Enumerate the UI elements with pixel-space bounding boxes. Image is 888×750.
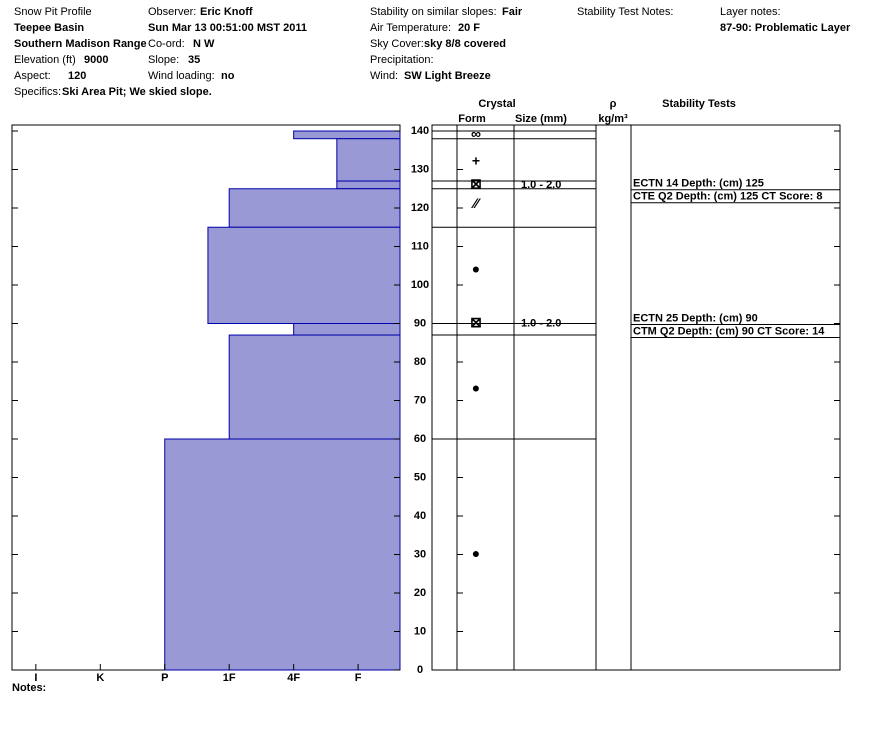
stability-test: ECTN 14 Depth: (cm) 125 (633, 178, 764, 190)
hardness-bar (228, 188, 401, 228)
field-label: Layer notes: (720, 6, 781, 18)
table-frame (431, 124, 841, 671)
depth-label: 30 (414, 548, 426, 560)
grain-form: ∞ (471, 126, 481, 142)
depth-label: 100 (411, 279, 429, 291)
hardness-label: 4F (287, 672, 300, 684)
field-label: Air Temperature: (370, 22, 451, 34)
field-value: sky 8/8 covered (424, 38, 506, 50)
field-value: N W (193, 38, 215, 50)
column-header: kg/m³ (598, 113, 628, 125)
column-header: Stability Tests (662, 98, 736, 110)
depth-label: 60 (414, 433, 426, 445)
field-label: Precipitation: (370, 54, 434, 66)
column-header: ρ (610, 98, 617, 110)
hardness-bar (336, 180, 401, 190)
depth-label: 120 (411, 202, 429, 214)
hardness-bar (336, 138, 401, 182)
column-header: Crystal (478, 98, 515, 110)
notes-label: Notes: (12, 682, 46, 694)
field-label: Wind loading: (148, 70, 215, 82)
grain-form: ● (472, 380, 480, 396)
depth-label: 40 (414, 510, 426, 522)
depth-label: 0 (417, 664, 423, 676)
field-label: Co-ord: (148, 38, 185, 50)
column-header: Size (mm) (515, 113, 567, 125)
hardness-label: F (355, 672, 362, 684)
depth-label: 10 (414, 625, 426, 637)
depth-label: 70 (414, 394, 426, 406)
depth-label: 140 (411, 125, 429, 137)
field-value: 9000 (84, 54, 108, 66)
field-value: Eric Knoff (200, 6, 253, 18)
field-label: Elevation (ft) (14, 54, 76, 66)
grain-size: 1.0 - 2.0 (521, 179, 561, 191)
hardness-label: K (96, 672, 104, 684)
field-label: Aspect: (14, 70, 51, 82)
depth-label: 130 (411, 163, 429, 175)
stability-test: CTE Q2 Depth: (cm) 125 CT Score: 8 (633, 191, 823, 203)
grain-form: + (472, 153, 480, 169)
field-label: Observer: (148, 6, 196, 18)
grain-size: 1.0 - 2.0 (521, 317, 561, 329)
field-value: 87-90: Problematic Layer (720, 22, 851, 34)
field-value: Sun Mar 13 00:51:00 MST 2011 (148, 22, 307, 34)
hardness-label: 1F (223, 672, 236, 684)
field-label: Sky Cover: (370, 38, 424, 50)
field-value: Teepee Basin (14, 22, 84, 34)
stability-test: ECTN 25 Depth: (cm) 90 (633, 312, 758, 324)
field-label: Stability Test Notes: (577, 6, 673, 18)
field-value: 20 F (458, 22, 480, 34)
grain-form: ● (472, 545, 480, 561)
field-label: Specifics: (14, 86, 61, 98)
field-label: Snow Pit Profile (14, 6, 92, 18)
field-label: Wind: (370, 70, 398, 82)
stability-test: CTM Q2 Depth: (cm) 90 CT Score: 14 (633, 325, 825, 337)
field-value: no (221, 70, 235, 82)
hardness-bar (164, 438, 401, 671)
hardness-bar (293, 323, 401, 336)
depth-label: 50 (414, 471, 426, 483)
field-value: Fair (502, 6, 523, 18)
hardness-bar (207, 226, 401, 324)
hardness-bar (293, 130, 401, 140)
hardness-bar (228, 334, 401, 440)
field-value: 120 (68, 70, 86, 82)
field-value: 35 (188, 54, 200, 66)
field-value: SW Light Breeze (404, 70, 491, 82)
depth-label: 20 (414, 587, 426, 599)
field-value: Ski Area Pit; We skied slope. (62, 86, 212, 98)
field-label: Stability on similar slopes: (370, 6, 497, 18)
grain-form: ⊠ (470, 176, 482, 192)
hardness-label: I (34, 672, 37, 684)
column-header: Form (458, 113, 486, 125)
grain-form: ⁄⁄ (471, 195, 481, 211)
depth-label: 110 (411, 240, 429, 252)
field-label: Slope: (148, 54, 179, 66)
grain-form: ⊠ (470, 314, 482, 330)
hardness-label: P (161, 672, 168, 684)
depth-label: 90 (414, 317, 426, 329)
depth-label: 80 (414, 356, 426, 368)
field-value: Southern Madison Range (14, 38, 147, 50)
grain-form: ● (472, 260, 480, 276)
